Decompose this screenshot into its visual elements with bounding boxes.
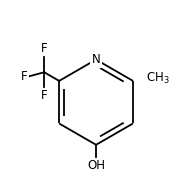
Text: F: F [41,89,47,102]
Text: OH: OH [87,159,105,172]
Text: N: N [92,53,100,66]
Text: F: F [41,42,47,55]
Text: CH$_3$: CH$_3$ [146,71,170,86]
Text: F: F [21,70,28,83]
